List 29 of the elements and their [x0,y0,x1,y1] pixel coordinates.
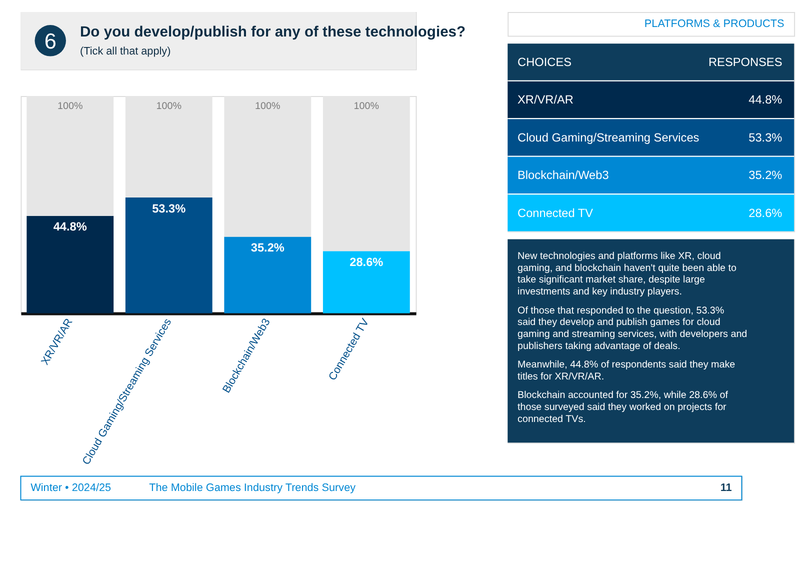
data-label: 28.6% [350,254,384,269]
text: The Mobile Games Industry Trends Survey [149,482,356,494]
category-label: Cloud Gaming/Streaming Services [518,130,700,144]
total-label: 100% [58,100,83,112]
data-label: 35.2% [250,240,285,255]
text: PLATFORMS & PRODUCTS [644,18,784,30]
text: RESPONSES [708,54,782,69]
chart-subtitle: (Tick all that apply) [80,46,171,58]
text: CHOICES [518,54,572,69]
text: 53.3% [748,130,782,144]
category-label: Blockchain/Web3 [518,168,609,182]
chart-title: Do you develop/publish for any of these technologies? [80,24,466,41]
text: New technologies and platforms like XR, cloud gaming, and blockchain haven't quite been able to take significant market share, despite large investments and key industry players. [518,250,737,298]
text: 35.2% [748,168,782,182]
category-label: XR/VR/AR [518,92,574,107]
text: 28.6% [748,206,782,220]
total-label: 100% [156,100,182,112]
text: Winter • 2024/25 [30,482,112,494]
total-label: 100% [255,100,280,112]
text: Of those that responded to the question, 53.3% said they develop and publish games for cloud gaming and streaming services, with developers and publishers taking advantage of deals. [518,305,748,352]
text: 6 [44,28,56,54]
data-label: 53.3% [152,201,186,216]
text: Meanwhile, 44.8% of respondents said they make titles for XR/VR/AR. [518,360,736,382]
text: 11 [720,482,732,494]
data-label: 44.8% [53,220,88,234]
category-label: Connected TV [518,206,594,220]
total-label: 100% [354,100,380,112]
text: Blockchain accounted for 35.2%, while 28.6% of those surveyed said they worked on projects for connected TVs. [518,390,728,425]
text: 44.8% [748,92,782,107]
